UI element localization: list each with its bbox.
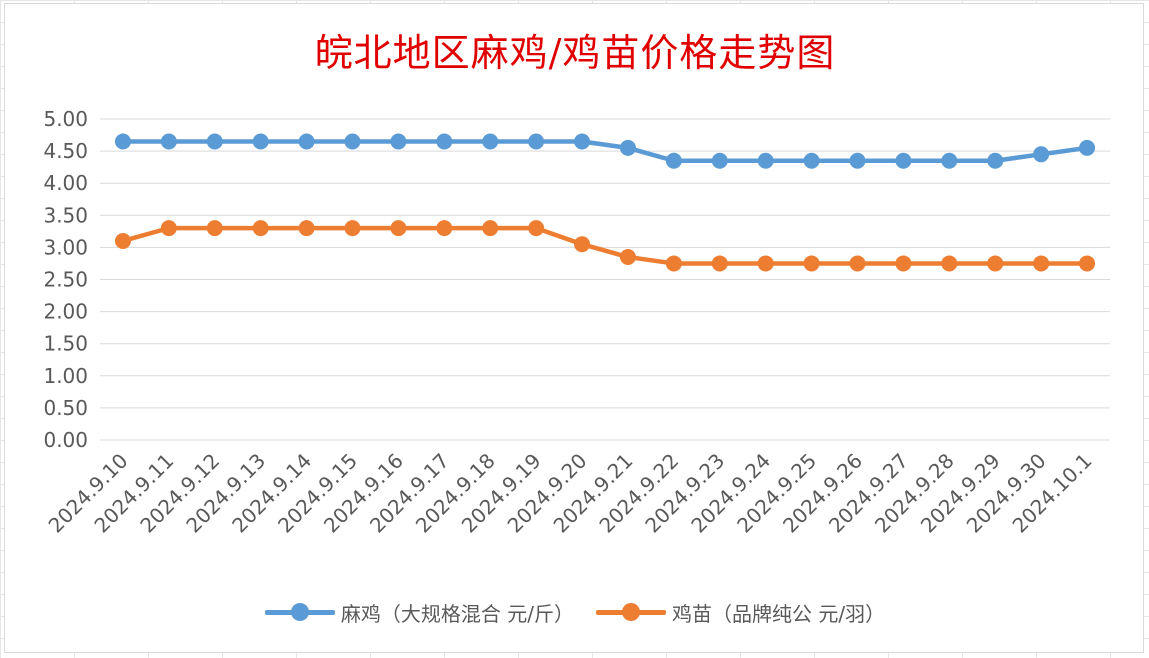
- data-point-series-2: [849, 255, 866, 272]
- y-tick-label: 0.00: [43, 428, 88, 452]
- y-tick-label: 2.50: [43, 268, 88, 292]
- y-tick-label: 4.00: [43, 171, 88, 195]
- data-point-series-2: [206, 220, 223, 237]
- legend-label-series-2: 鸡苗（品牌纯公 元/羽）: [672, 601, 886, 626]
- data-point-series-2: [482, 220, 499, 237]
- chart-legend: 麻鸡（大规格混合 元/斤） 鸡苗（品牌纯公 元/羽）: [5, 597, 1145, 627]
- data-point-series-2: [574, 236, 591, 253]
- data-point-series-2: [711, 255, 728, 272]
- data-point-series-1: [803, 152, 820, 169]
- data-point-series-2: [528, 220, 545, 237]
- data-point-series-2: [114, 232, 131, 249]
- data-point-series-2: [252, 220, 269, 237]
- y-tick-label: 1.50: [43, 332, 88, 356]
- data-point-series-1: [436, 133, 453, 150]
- data-point-series-1: [114, 133, 131, 150]
- data-point-series-2: [344, 220, 361, 237]
- data-point-series-2: [803, 255, 820, 272]
- legend-item-series-1: 麻鸡（大规格混合 元/斤）: [264, 598, 574, 627]
- data-point-series-1: [160, 133, 177, 150]
- legend-dot-series-2: [622, 603, 640, 621]
- y-tick-label: 1.00: [43, 364, 88, 388]
- data-point-series-2: [390, 220, 407, 237]
- legend-item-series-2: 鸡苗（品牌纯公 元/羽）: [596, 598, 885, 627]
- data-point-series-1: [757, 152, 774, 169]
- data-point-series-2: [941, 255, 958, 272]
- y-tick-label: 3.50: [43, 203, 88, 227]
- data-point-series-1: [344, 133, 361, 150]
- chart-area[interactable]: 皖北地区麻鸡/鸡苗价格走势图 0.00 0.50 1.00 1.50 2.00 2.50 3…: [4, 3, 1144, 653]
- series-line-1: [120, 139, 1090, 163]
- data-point-series-2: [160, 220, 177, 237]
- data-point-series-1: [390, 133, 407, 150]
- data-point-series-2: [987, 255, 1004, 272]
- y-tick-label: 2.00: [43, 300, 88, 324]
- data-point-series-2: [298, 220, 315, 237]
- data-point-series-1: [206, 133, 223, 150]
- data-point-series-1: [987, 152, 1004, 169]
- data-point-series-1: [252, 133, 269, 150]
- data-point-series-2: [436, 220, 453, 237]
- data-point-series-1: [298, 133, 315, 150]
- data-point-series-2: [757, 255, 774, 272]
- data-point-series-2: [1079, 255, 1096, 272]
- data-point-series-1: [1033, 146, 1050, 163]
- line-chart-plot: 0.00 0.50 1.00 1.50 2.00 2.50 3.00 3.50 4.00 4.50…: [43, 107, 1110, 538]
- legend-dot-series-1: [290, 603, 309, 621]
- legend-label-series-1: 麻鸡（大规格混合 元/斤）: [340, 601, 574, 626]
- data-point-series-2: [665, 255, 682, 272]
- y-tick-label: 4.50: [43, 139, 88, 163]
- chart-title: 皖北地区麻鸡/鸡苗价格走势图: [314, 31, 836, 75]
- data-point-series-1: [941, 152, 958, 169]
- data-point-series-2: [895, 255, 912, 272]
- data-point-series-1: [482, 133, 499, 150]
- legend-marker-series-1: [264, 602, 335, 622]
- y-tick-label: 0.50: [43, 396, 88, 420]
- data-point-series-1: [849, 152, 866, 169]
- y-tick-label: 5.00: [43, 107, 88, 131]
- legend-marker-series-2: [596, 602, 666, 622]
- y-tick-label: 3.00: [43, 235, 88, 259]
- data-point-series-1: [711, 152, 728, 169]
- data-point-series-1: [665, 152, 682, 169]
- data-point-series-1: [619, 139, 636, 156]
- data-point-series-1: [574, 133, 591, 150]
- series-line-2: [120, 225, 1090, 266]
- data-point-series-1: [528, 133, 545, 150]
- data-point-series-2: [1033, 255, 1050, 272]
- data-point-series-2: [619, 249, 636, 266]
- data-point-series-1: [895, 152, 912, 169]
- data-point-series-1: [1079, 139, 1096, 156]
